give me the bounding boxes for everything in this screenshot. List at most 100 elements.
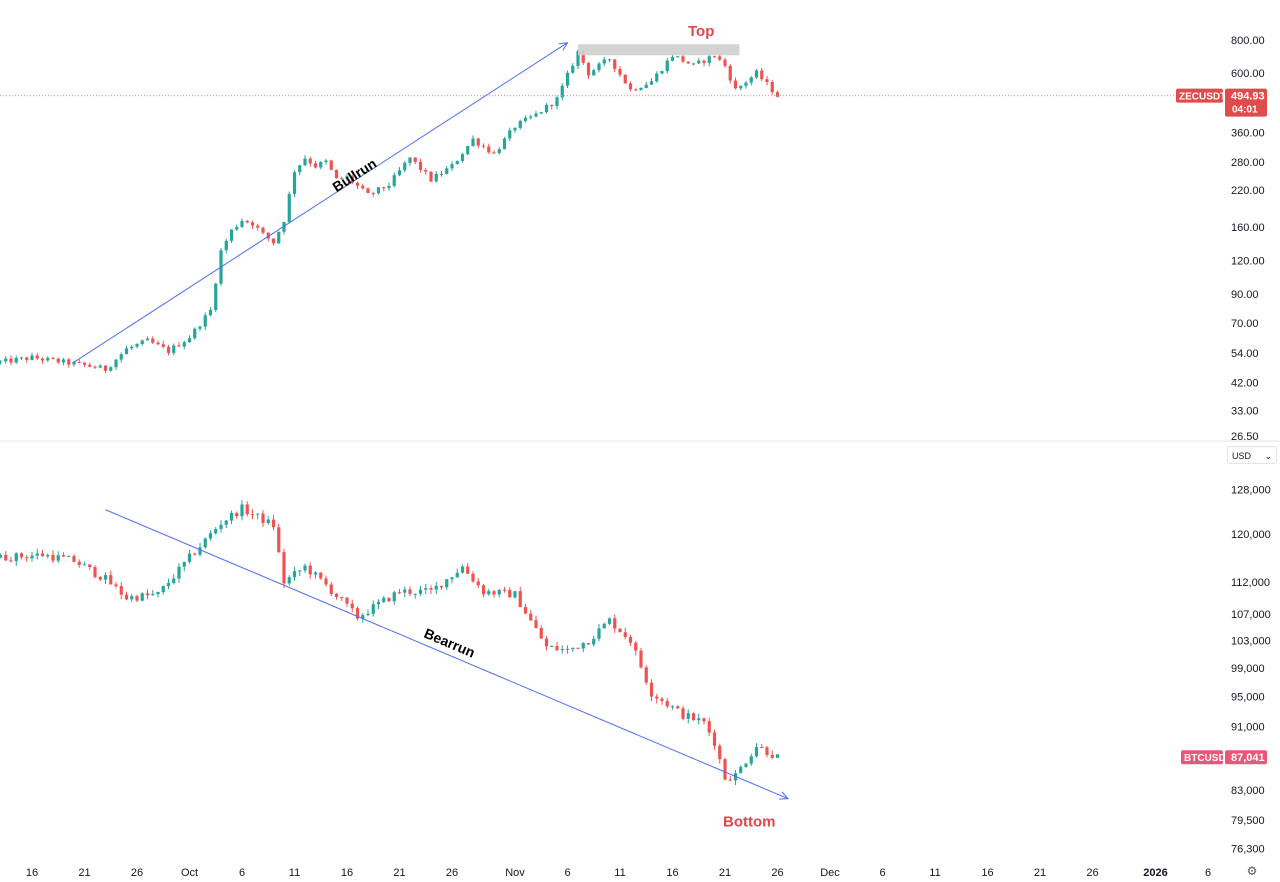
candle[interactable] [240, 218, 244, 229]
candle[interactable] [560, 645, 564, 654]
candle[interactable] [634, 88, 638, 92]
candle[interactable] [46, 553, 50, 559]
candle[interactable] [597, 624, 601, 642]
candle[interactable] [539, 112, 543, 115]
candle[interactable] [775, 90, 780, 98]
candle[interactable] [497, 589, 501, 598]
btc-price-pane[interactable]: 128,000 120,000 112,000 107,000 103,000 99,00… [0, 484, 1271, 856]
candle[interactable] [718, 743, 722, 764]
candle[interactable] [224, 520, 228, 529]
candle[interactable] [208, 530, 213, 541]
candle[interactable] [403, 586, 407, 598]
candle[interactable] [471, 135, 475, 147]
candle[interactable] [329, 581, 333, 597]
candle[interactable] [592, 68, 596, 76]
candle[interactable] [628, 634, 633, 646]
candle[interactable] [707, 717, 711, 736]
candle[interactable] [712, 729, 717, 750]
candle[interactable] [282, 221, 286, 235]
candle[interactable] [203, 537, 207, 549]
candle[interactable] [240, 500, 244, 521]
candle[interactable] [744, 762, 748, 768]
candle[interactable] [728, 775, 732, 782]
candle[interactable] [271, 514, 276, 531]
candle[interactable] [30, 552, 34, 562]
candle[interactable] [418, 159, 423, 173]
candle[interactable] [445, 165, 449, 175]
candle[interactable] [513, 127, 517, 133]
candle[interactable] [739, 85, 743, 91]
candle[interactable] [172, 574, 176, 585]
candle[interactable] [723, 57, 727, 68]
candle[interactable] [334, 592, 339, 600]
candle[interactable] [298, 164, 302, 176]
candle[interactable] [481, 584, 486, 598]
candle[interactable] [518, 586, 522, 608]
candle[interactable] [329, 159, 333, 171]
candle[interactable] [623, 74, 627, 84]
candle[interactable] [628, 81, 633, 92]
candle[interactable] [98, 576, 102, 582]
candle[interactable] [103, 365, 108, 374]
candle[interactable] [151, 589, 155, 596]
candle[interactable] [607, 617, 612, 626]
candle[interactable] [602, 622, 606, 629]
candle[interactable] [98, 364, 102, 368]
candle[interactable] [130, 593, 134, 603]
candle[interactable] [455, 568, 459, 578]
candle[interactable] [361, 183, 365, 190]
candle[interactable] [592, 635, 596, 647]
candle[interactable] [235, 224, 239, 232]
candle[interactable] [261, 226, 265, 235]
candle[interactable] [649, 78, 654, 85]
candle[interactable] [382, 595, 386, 604]
candle[interactable] [728, 63, 732, 84]
candle[interactable] [602, 56, 606, 67]
candle[interactable] [544, 636, 549, 651]
candle[interactable] [82, 362, 87, 368]
candle[interactable] [439, 170, 444, 177]
candle[interactable] [177, 563, 181, 583]
candle[interactable] [408, 157, 412, 167]
candle[interactable] [277, 523, 281, 554]
candle[interactable] [161, 585, 165, 595]
candle[interactable] [718, 54, 722, 62]
candle[interactable] [639, 87, 643, 91]
candle[interactable] [529, 114, 533, 120]
candle[interactable] [534, 111, 538, 118]
candle[interactable] [702, 717, 706, 725]
candle[interactable] [770, 750, 774, 760]
candle[interactable] [119, 352, 123, 363]
candle[interactable] [51, 357, 55, 360]
candle[interactable] [25, 555, 29, 562]
candle[interactable] [607, 58, 612, 63]
candle[interactable] [571, 647, 575, 652]
candle[interactable] [35, 548, 39, 560]
candle[interactable] [67, 555, 71, 558]
candle[interactable] [676, 56, 680, 58]
time-axis[interactable]: 16 21 26 Oct 6 11 16 21 26 Nov 6 11 16 21 26 Dec 6 11 16 21… [26, 867, 1211, 879]
candle[interactable] [544, 103, 549, 114]
candle[interactable] [455, 160, 459, 165]
candle[interactable] [518, 119, 522, 130]
candle[interactable] [82, 561, 87, 566]
candle[interactable] [88, 564, 92, 571]
candle[interactable] [413, 593, 417, 599]
candle[interactable] [424, 583, 428, 595]
candle[interactable] [450, 161, 454, 172]
candle[interactable] [418, 585, 423, 596]
candle[interactable] [40, 549, 45, 557]
candle[interactable] [613, 614, 617, 634]
candle[interactable] [707, 55, 711, 67]
candle[interactable] [130, 345, 134, 351]
candle[interactable] [19, 552, 24, 560]
candle[interactable] [376, 187, 381, 195]
candle[interactable] [723, 757, 727, 781]
candle[interactable] [46, 356, 50, 362]
candle[interactable] [245, 220, 249, 224]
candle[interactable] [387, 597, 391, 602]
candle[interactable] [481, 143, 486, 149]
candle[interactable] [261, 510, 265, 527]
candle[interactable] [56, 357, 60, 365]
